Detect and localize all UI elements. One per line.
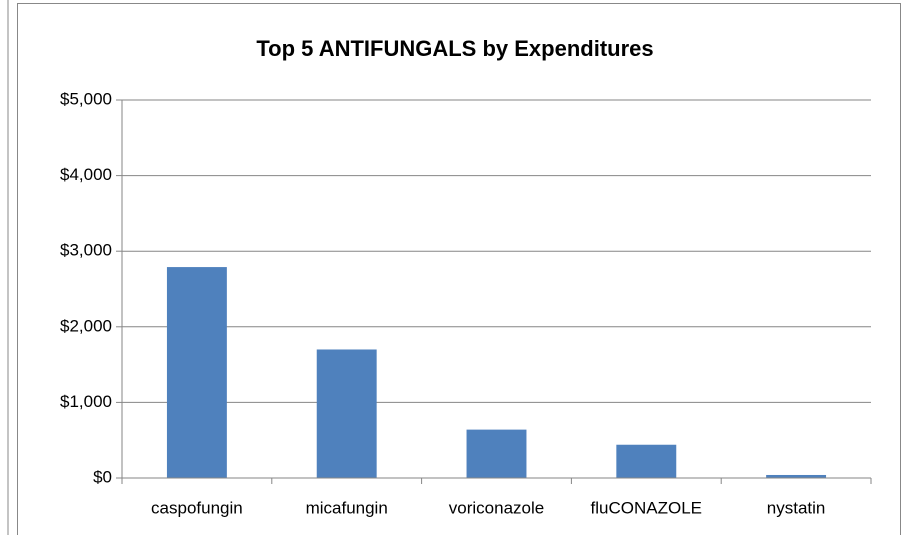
y-tick-label: $0 bbox=[93, 467, 112, 486]
x-tick-label: micafungin bbox=[306, 498, 388, 517]
y-tick-label: $4,000 bbox=[60, 165, 112, 184]
x-tick-label: voriconazole bbox=[449, 498, 544, 517]
y-tick-label: $3,000 bbox=[60, 241, 112, 260]
y-tick-label: $5,000 bbox=[60, 89, 112, 108]
bar bbox=[616, 444, 677, 478]
bar bbox=[166, 267, 227, 478]
x-tick-label: nystatin bbox=[767, 498, 826, 517]
x-tick-label: fluCONAZOLE bbox=[591, 498, 702, 517]
y-tick-label: $1,000 bbox=[60, 392, 112, 411]
chart-border bbox=[17, 3, 901, 535]
bar bbox=[466, 429, 527, 478]
x-tick-label: caspofungin bbox=[151, 498, 243, 517]
bar bbox=[316, 349, 377, 478]
chart-title: Top 5 ANTIFUNGALS by Expenditures bbox=[256, 36, 653, 61]
y-tick-label: $2,000 bbox=[60, 316, 112, 335]
bar bbox=[766, 474, 827, 478]
